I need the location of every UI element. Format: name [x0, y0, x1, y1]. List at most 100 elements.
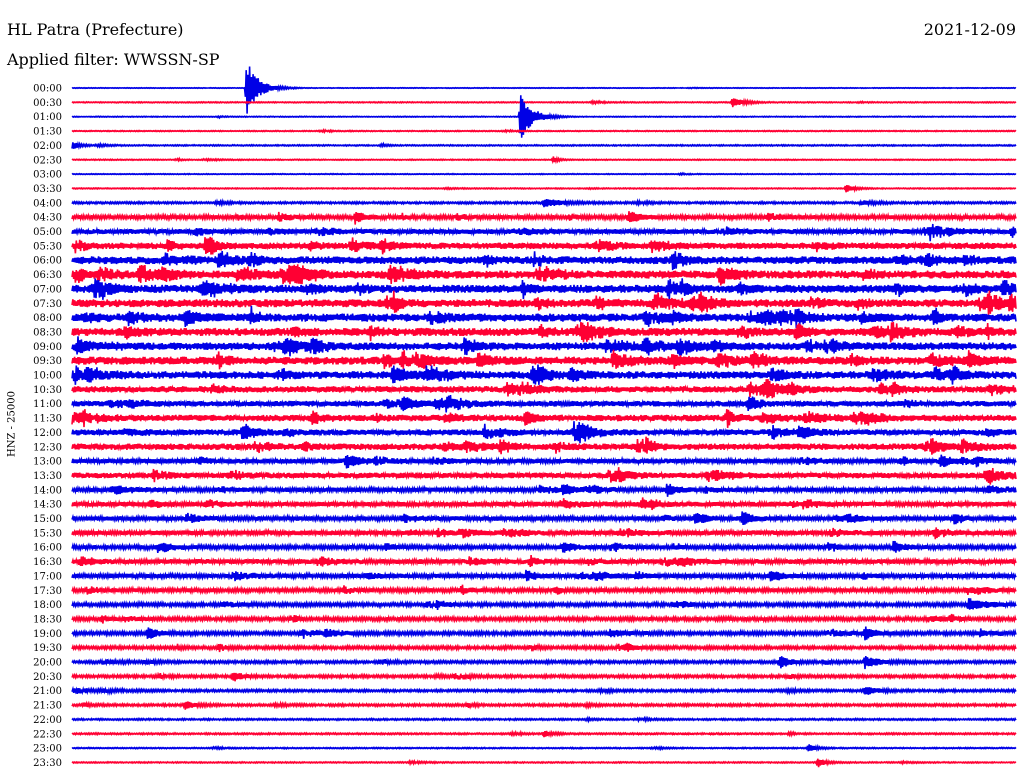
trace-row: [71, 349, 1017, 370]
row-time-label: 03:30: [33, 184, 62, 195]
trace-row: [71, 569, 1017, 582]
row-time-label: 19:00: [33, 629, 62, 640]
trace-row: [71, 700, 1017, 711]
row-time-label: 05:30: [33, 241, 62, 252]
trace-row: [71, 685, 1017, 696]
trace-row: [71, 140, 1017, 150]
trace-row: [71, 436, 1017, 455]
row-time-label: 12:00: [33, 428, 62, 439]
trace-row: [71, 394, 1017, 413]
row-time-label: 15:00: [33, 514, 62, 525]
row-time-label: 02:30: [33, 155, 62, 166]
row-time-label: 00:00: [33, 84, 62, 95]
trace-row: [71, 321, 1017, 343]
row-time-label: 02:00: [33, 141, 62, 152]
row-time-label: 07:30: [33, 299, 62, 310]
trace-row: [71, 642, 1017, 653]
trace-row: [71, 527, 1017, 540]
row-time-label: 00:30: [33, 98, 62, 109]
trace-row: [71, 305, 1017, 329]
row-time-label: 20:30: [33, 672, 62, 683]
row-time-label: 14:00: [33, 485, 62, 496]
trace-row: [71, 671, 1017, 682]
trace-row: [71, 364, 1017, 385]
row-time-label: 09:30: [33, 356, 62, 367]
trace-row: [71, 584, 1017, 596]
row-time-label: 11:00: [33, 399, 62, 410]
trace-row: [71, 421, 1017, 444]
trace-row: [71, 454, 1017, 469]
trace-row: [71, 729, 1017, 739]
station-title: HL Patra (Prefecture): [7, 20, 184, 39]
row-time-label: 21:00: [33, 686, 62, 697]
trace-row: [71, 715, 1017, 724]
trace-row: [71, 555, 1017, 567]
trace-row: [71, 250, 1017, 271]
row-time-label: 04:00: [33, 198, 62, 209]
row-time-label: 13:00: [33, 457, 62, 468]
row-time-label: 22:00: [33, 715, 62, 726]
trace-row: [71, 155, 1017, 165]
row-time-label: 01:00: [33, 112, 62, 123]
row-time-label: 07:00: [33, 284, 62, 295]
row-time-label: 17:30: [33, 586, 62, 597]
row-time-label: 11:30: [33, 414, 62, 425]
trace-row: [71, 198, 1017, 208]
row-time-label: 05:00: [33, 227, 62, 238]
row-time-label: 06:00: [33, 256, 62, 267]
trace-row: [71, 264, 1017, 286]
trace-row: [71, 278, 1017, 301]
trace-row: [71, 66, 1017, 114]
row-time-label: 03:00: [33, 170, 62, 181]
trace-row: [71, 613, 1017, 624]
row-time-label: 14:30: [33, 500, 62, 511]
trace-row: [71, 598, 1017, 610]
trace-row: [71, 626, 1017, 641]
row-time-label: 06:30: [33, 270, 62, 281]
row-time-label: 17:00: [33, 571, 62, 582]
trace-row: [71, 656, 1017, 670]
row-time-label: 01:30: [33, 127, 62, 138]
trace-row: [71, 743, 1017, 752]
trace-row: [71, 236, 1017, 255]
row-time-label: 15:30: [33, 528, 62, 539]
row-time-label: 13:30: [33, 471, 62, 482]
trace-row: [71, 223, 1017, 242]
row-time-label: 08:00: [33, 313, 62, 324]
trace-row: [71, 184, 1017, 194]
row-time-label: 08:30: [33, 327, 62, 338]
trace-row: [71, 467, 1017, 485]
row-time-label: 16:00: [33, 543, 62, 554]
row-time-label: 22:30: [33, 729, 62, 740]
filter-label: Applied filter: WWSSN-SP: [7, 50, 220, 69]
trace-row: [71, 409, 1017, 428]
trace-row: [71, 171, 1017, 177]
row-time-label: 10:30: [33, 385, 62, 396]
row-time-label: 10:00: [33, 371, 62, 382]
trace-row: [71, 128, 1017, 135]
row-time-label: 19:30: [33, 643, 62, 654]
date-label: 2021-12-09: [923, 20, 1016, 39]
row-time-label: 21:30: [33, 701, 62, 712]
row-time-label: 18:30: [33, 614, 62, 625]
trace-row: [71, 290, 1017, 315]
row-time-label: 04:30: [33, 213, 62, 224]
trace-row: [71, 483, 1017, 497]
trace-row: [71, 336, 1017, 357]
trace-row: [71, 379, 1017, 399]
row-time-label: 12:30: [33, 442, 62, 453]
trace-row: [71, 497, 1017, 511]
row-time-label: 09:00: [33, 342, 62, 353]
row-time-label: 16:30: [33, 557, 62, 568]
trace-row: [71, 95, 1017, 138]
row-time-label: 20:00: [33, 658, 62, 669]
trace-row: [71, 211, 1017, 225]
row-time-label: 23:30: [33, 758, 62, 769]
trace-row: [71, 540, 1017, 553]
row-time-label: 23:00: [33, 744, 62, 755]
row-time-label: 18:00: [33, 600, 62, 611]
trace-row: [71, 511, 1017, 526]
trace-row: [71, 758, 1017, 768]
trace-row: [71, 97, 1017, 108]
